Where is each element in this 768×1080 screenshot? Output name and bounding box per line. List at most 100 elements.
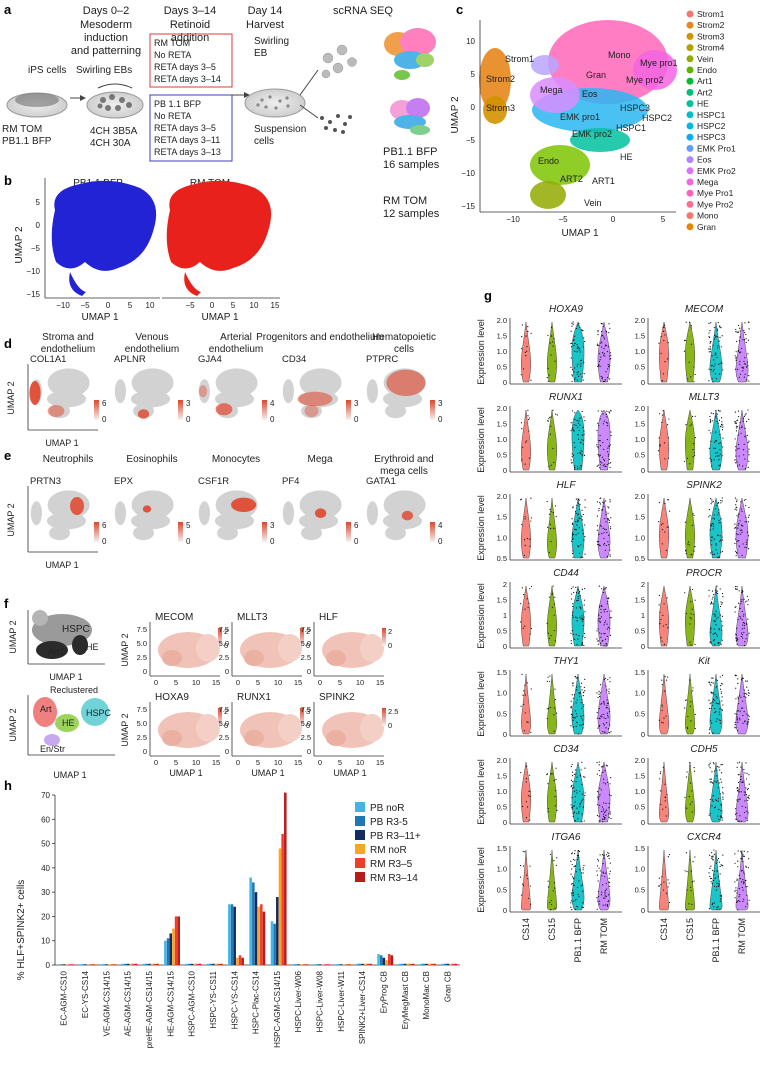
violin-point (608, 332, 610, 334)
violin-point (597, 696, 599, 699)
violin-point (743, 360, 745, 362)
violin-point (687, 715, 689, 718)
f-ytick: 0 (143, 667, 147, 676)
violin-group-label: CS14 (521, 918, 531, 941)
violin-point (711, 855, 713, 858)
violin-point (736, 638, 738, 640)
violin-ytick: 0 (641, 466, 645, 475)
rm-samples-0: RM TOM (383, 195, 427, 207)
violin-point (661, 704, 663, 706)
violin-point (740, 696, 742, 698)
violin-pb1-1-bfp (709, 585, 723, 647)
violin-point (598, 606, 601, 608)
violin-point (694, 713, 696, 716)
legend-c-swatch (686, 223, 694, 231)
violin-point (571, 630, 573, 632)
violin-point (581, 699, 583, 701)
violin-point (609, 466, 611, 469)
violin-point (603, 463, 605, 465)
violin-point (529, 795, 531, 798)
violin-point (744, 720, 746, 722)
violin-point (555, 790, 557, 792)
violin-point (738, 447, 740, 449)
f-bottom-label-0: Reclustered (50, 685, 98, 695)
violin-point (599, 621, 601, 623)
legend-c-swatch (686, 212, 694, 220)
violin-point (739, 798, 741, 800)
violin-point (608, 692, 610, 694)
violin-point (549, 416, 551, 419)
violin-point (745, 787, 747, 789)
violin-point (608, 807, 610, 809)
violin-point (736, 368, 739, 370)
violin-point (742, 781, 744, 784)
violin-point (576, 686, 578, 688)
f-ytick: 0 (225, 747, 229, 756)
violin-point (745, 638, 747, 640)
violin-point (714, 508, 717, 510)
violin-point (603, 897, 605, 899)
violin-point (527, 606, 529, 608)
violin-point (598, 796, 600, 798)
legend-c-label: Strom2 (697, 20, 725, 30)
violin-point (711, 681, 713, 683)
bar-1-0 (78, 964, 82, 965)
violin-point (691, 588, 694, 591)
violin-point (741, 805, 743, 807)
bar-9-2 (254, 892, 258, 965)
violin-point (599, 524, 602, 526)
violin-point (578, 857, 580, 859)
color-scale-bar (178, 522, 183, 542)
violin-point (577, 371, 580, 373)
violin-point (549, 342, 551, 344)
violin-point (658, 885, 660, 887)
bar-17-3 (427, 963, 431, 965)
violin-point (550, 634, 552, 637)
violin-point (745, 680, 747, 682)
violin-point (691, 415, 694, 418)
c-ann-8: Eos (582, 89, 598, 99)
violin-point (688, 544, 690, 546)
violin-point (709, 762, 711, 764)
violin-point (580, 717, 583, 719)
pb-box-line-0: PB 1.1 BFP (154, 99, 201, 109)
violin-point (745, 793, 748, 796)
violin-point (574, 716, 576, 719)
violin-point (599, 418, 601, 420)
violin-point (663, 881, 665, 883)
h-category-label: HSPC-Liver-W08 (316, 970, 325, 1032)
violin-point (604, 895, 606, 897)
violin-point (597, 890, 599, 893)
violin-point (606, 422, 609, 424)
violin-gene-title: Kit (698, 656, 711, 667)
violin-point (713, 870, 715, 872)
violin-point (741, 600, 743, 603)
violin-point (712, 800, 714, 803)
violin-point (718, 455, 720, 457)
violin-point (715, 889, 718, 891)
violin-point (598, 439, 600, 442)
violin-point (721, 497, 723, 499)
f-bottom-label-3: HSPC (86, 708, 112, 718)
violin-point (666, 424, 669, 426)
violin-point (710, 412, 713, 414)
bar-8-5 (241, 957, 244, 965)
violin-gene-title: PROCR (686, 568, 722, 579)
violin-point (574, 769, 576, 771)
violin-point (735, 687, 737, 689)
violin-point (740, 524, 743, 526)
violin-point (716, 886, 718, 888)
bar-11-5 (305, 964, 308, 965)
panel-b-xticks: −10 −5 0 5 10 −5 0 5 10 15 (56, 301, 280, 310)
violin-point (608, 462, 610, 464)
legend-c-swatch (686, 200, 694, 208)
violin-point (599, 545, 601, 547)
violin-point (716, 590, 718, 592)
violin-point (718, 766, 720, 768)
violin-point (521, 428, 523, 430)
violin-point (609, 526, 612, 528)
violin-point (576, 699, 578, 701)
f-grid-xlabel: UMAP 1 (169, 768, 202, 778)
violin-point (708, 322, 710, 324)
violin-point (598, 585, 600, 587)
